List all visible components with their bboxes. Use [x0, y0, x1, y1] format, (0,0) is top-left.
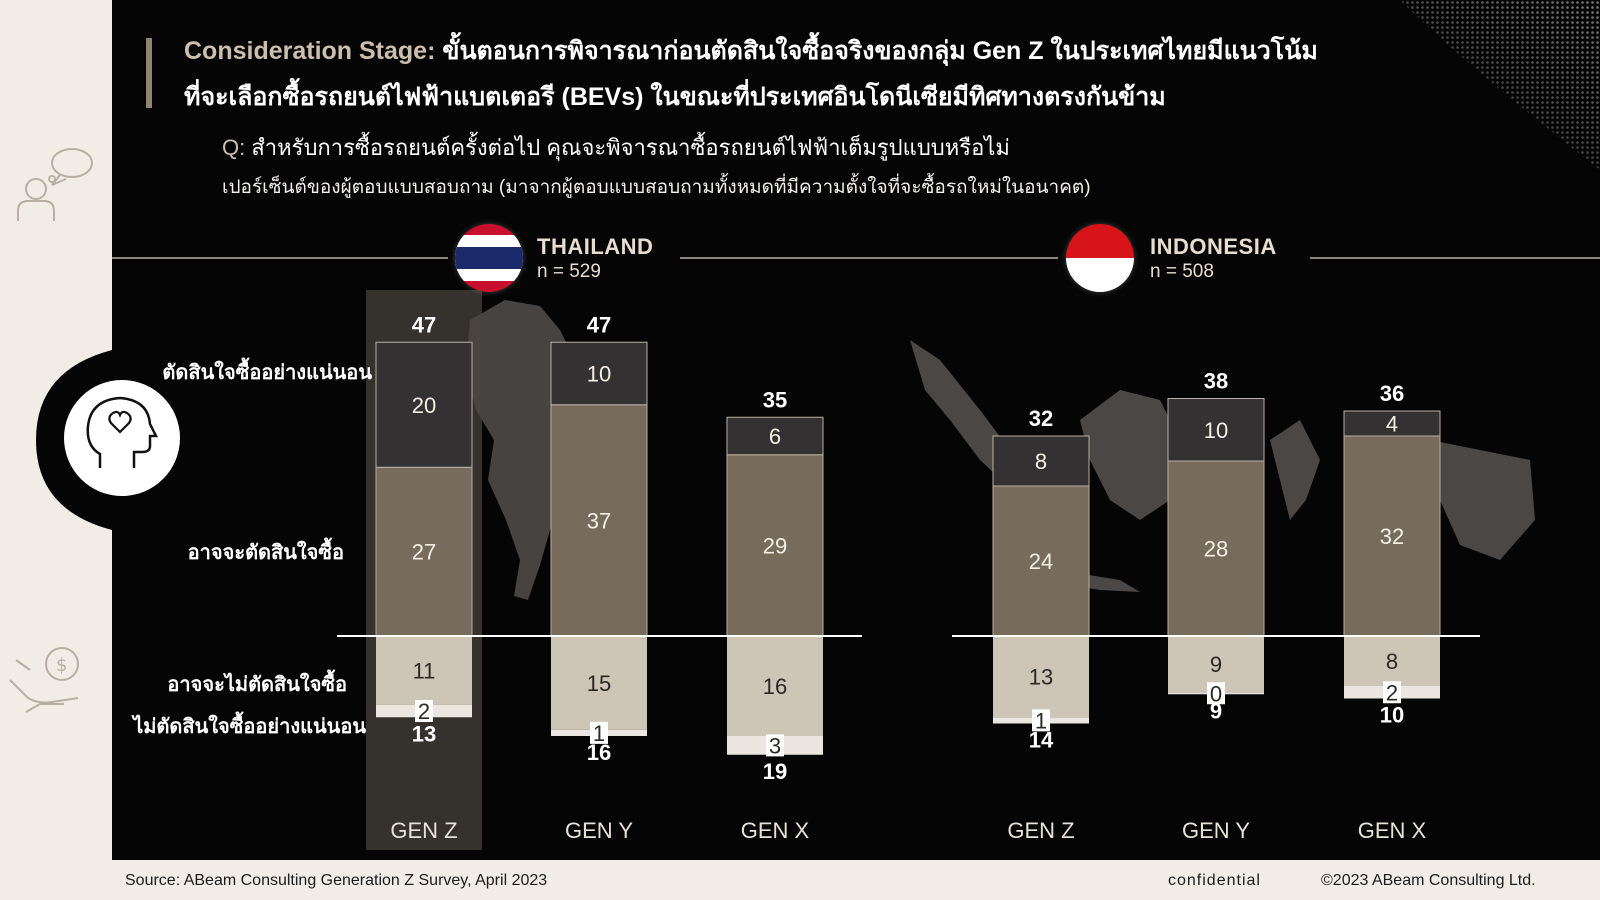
bar-probably-not-thailand-gen-z — [376, 636, 472, 705]
value-definitely-indonesia-gen-x: 4 — [1386, 412, 1398, 437]
page-title: Consideration Stage: ขั้นตอนการพิจารณาก่… — [184, 28, 1484, 120]
survey-question: Q: สำหรับการซื้อรถยนต์ครั้งต่อไป คุณจะพิ… — [222, 130, 1010, 165]
value-box-definitely-not-thailand-gen-x — [766, 734, 784, 757]
value-definitely-thailand-gen-y: 10 — [587, 362, 611, 387]
value-probably-indonesia-gen-y: 28 — [1204, 537, 1228, 562]
category-label-indonesia-gen-x: GEN X — [1358, 818, 1427, 843]
bar-probably-not-indonesia-gen-x — [1344, 636, 1440, 686]
row-label-definitely: ตัดสินใจซื้ออย่างแน่นอน — [162, 362, 372, 384]
indonesia-map-borneo — [1080, 390, 1180, 520]
category-label-indonesia-gen-z: GEN Z — [1007, 818, 1074, 843]
total-negative-thailand-gen-x: 19 — [763, 759, 787, 784]
sample-size-indonesia: n = 508 — [1150, 261, 1214, 282]
total-negative-thailand-gen-z: 13 — [412, 721, 436, 746]
indonesia-map-sulawesi — [1270, 420, 1320, 520]
row-label-probably-not: อาจจะไม่ตัดสินใจซื้อ — [167, 674, 347, 696]
bar-probably-not-thailand-gen-x — [727, 636, 823, 736]
bar-definitely-indonesia-gen-y — [1167, 398, 1265, 462]
value-definitely-thailand-gen-z: 20 — [412, 393, 436, 418]
value-probably-indonesia-gen-x: 32 — [1380, 524, 1404, 549]
category-label-thailand-gen-y: GEN Y — [565, 818, 633, 843]
bar-probably-not-thailand-gen-y — [551, 636, 647, 730]
country-name-thailand: THAILAND — [537, 234, 654, 259]
total-positive-thailand-gen-y: 47 — [587, 312, 611, 337]
value-box-definitely-not-indonesia-gen-z — [1032, 709, 1050, 732]
value-probably-not-indonesia-gen-z: 13 — [1029, 665, 1053, 690]
indonesia-flag-icon — [1066, 224, 1134, 292]
question-subtext: เปอร์เซ็นต์ของผู้ตอบแบบสอบถาม (มาจากผู้ต… — [222, 177, 1091, 198]
row-label-probably: อาจจะตัดสินใจซื้อ — [187, 542, 344, 564]
value-probably-not-thailand-gen-z: 11 — [413, 658, 436, 683]
value-probably-not-thailand-gen-x: 16 — [763, 674, 787, 699]
value-definitely-not-indonesia-gen-y: 0 — [1210, 681, 1222, 706]
svg-text:$: $ — [56, 655, 67, 676]
value-definitely-indonesia-gen-z: 8 — [1035, 449, 1047, 474]
value-probably-thailand-gen-y: 37 — [587, 508, 611, 533]
bar-definitely-thailand-gen-y — [550, 341, 648, 406]
total-positive-thailand-gen-z: 47 — [412, 312, 436, 337]
title-accent-bar — [146, 38, 152, 108]
value-definitely-not-indonesia-gen-z: 1 — [1035, 708, 1047, 733]
indonesia-map-papua — [1430, 440, 1535, 560]
value-definitely-thailand-gen-x: 6 — [769, 424, 781, 449]
question-text: สำหรับการซื้อรถยนต์ครั้งต่อไป คุณจะพิจาร… — [245, 135, 1010, 160]
value-definitely-not-thailand-gen-y: 1 — [593, 721, 605, 746]
value-box-definitely-not-indonesia-gen-x — [1383, 681, 1401, 704]
total-positive-thailand-gen-x: 35 — [763, 387, 787, 412]
value-probably-not-indonesia-gen-x: 8 — [1386, 649, 1398, 674]
category-label-thailand-gen-x: GEN X — [741, 818, 810, 843]
bar-probably-not-indonesia-gen-z — [993, 636, 1089, 718]
title-lead: Consideration Stage: — [184, 37, 436, 65]
bar-definitely-indonesia-gen-z — [992, 435, 1090, 487]
value-definitely-not-thailand-gen-x: 3 — [769, 733, 781, 758]
total-positive-indonesia-gen-z: 32 — [1029, 406, 1053, 431]
value-box-definitely-not-indonesia-gen-y — [1207, 682, 1225, 705]
value-box-definitely-not-thailand-gen-z — [415, 700, 433, 722]
total-negative-indonesia-gen-y: 9 — [1210, 698, 1222, 723]
bar-probably-indonesia-gen-z — [992, 485, 1090, 637]
value-probably-thailand-gen-z: 27 — [412, 540, 436, 565]
title-line2: ที่จะเลือกซื้อรถยนต์ไฟฟ้าแบตเตอรี (BEVs)… — [184, 83, 1166, 111]
total-negative-indonesia-gen-x: 10 — [1380, 703, 1404, 728]
value-definitely-not-indonesia-gen-x: 2 — [1386, 680, 1398, 705]
copyright: ©2023 ABeam Consulting Ltd. — [1321, 872, 1536, 889]
category-label-thailand-gen-z: GEN Z — [390, 818, 457, 843]
value-probably-indonesia-gen-z: 24 — [1029, 549, 1053, 574]
title-line1: ขั้นตอนการพิจารณาก่อนตัดสินใจซื้อจริงของ… — [435, 37, 1318, 65]
confidential-label: confidential — [1168, 872, 1261, 889]
person-speech-icon — [17, 148, 93, 221]
total-positive-indonesia-gen-x: 36 — [1380, 381, 1404, 406]
total-negative-indonesia-gen-z: 14 — [1029, 728, 1054, 753]
bar-probably-thailand-gen-y — [550, 404, 648, 637]
bar-definitely-thailand-gen-x — [726, 416, 824, 456]
country-name-indonesia: INDONESIA — [1150, 234, 1277, 259]
value-probably-thailand-gen-x: 29 — [763, 533, 787, 558]
value-probably-not-thailand-gen-y: 15 — [587, 671, 611, 696]
value-box-definitely-not-thailand-gen-y — [590, 721, 608, 744]
thailand-flag-icon — [455, 224, 523, 292]
value-definitely-not-thailand-gen-z: 2 — [418, 699, 430, 724]
value-probably-not-indonesia-gen-y: 9 — [1210, 652, 1222, 677]
head-heart-icon — [86, 396, 159, 468]
total-positive-indonesia-gen-y: 38 — [1204, 369, 1228, 394]
bar-definitely-thailand-gen-z — [375, 341, 473, 468]
source-note: Source: ABeam Consulting Generation Z Su… — [125, 872, 548, 889]
row-label-definitely-not: ไม่ตัดสินใจซื้ออย่างแน่นอน — [133, 716, 366, 738]
total-negative-thailand-gen-y: 16 — [587, 740, 611, 765]
category-label-indonesia-gen-y: GEN Y — [1182, 818, 1250, 843]
question-prefix: Q: — [222, 135, 246, 160]
bar-definitely-indonesia-gen-x — [1343, 410, 1441, 437]
bar-probably-thailand-gen-z — [375, 466, 473, 637]
sample-size-thailand: n = 529 — [537, 261, 601, 282]
value-definitely-indonesia-gen-y: 10 — [1204, 418, 1228, 443]
heart-icon — [108, 410, 132, 434]
halftone-decoration — [1400, 0, 1600, 170]
hand-money-icon: $ — [9, 647, 79, 713]
